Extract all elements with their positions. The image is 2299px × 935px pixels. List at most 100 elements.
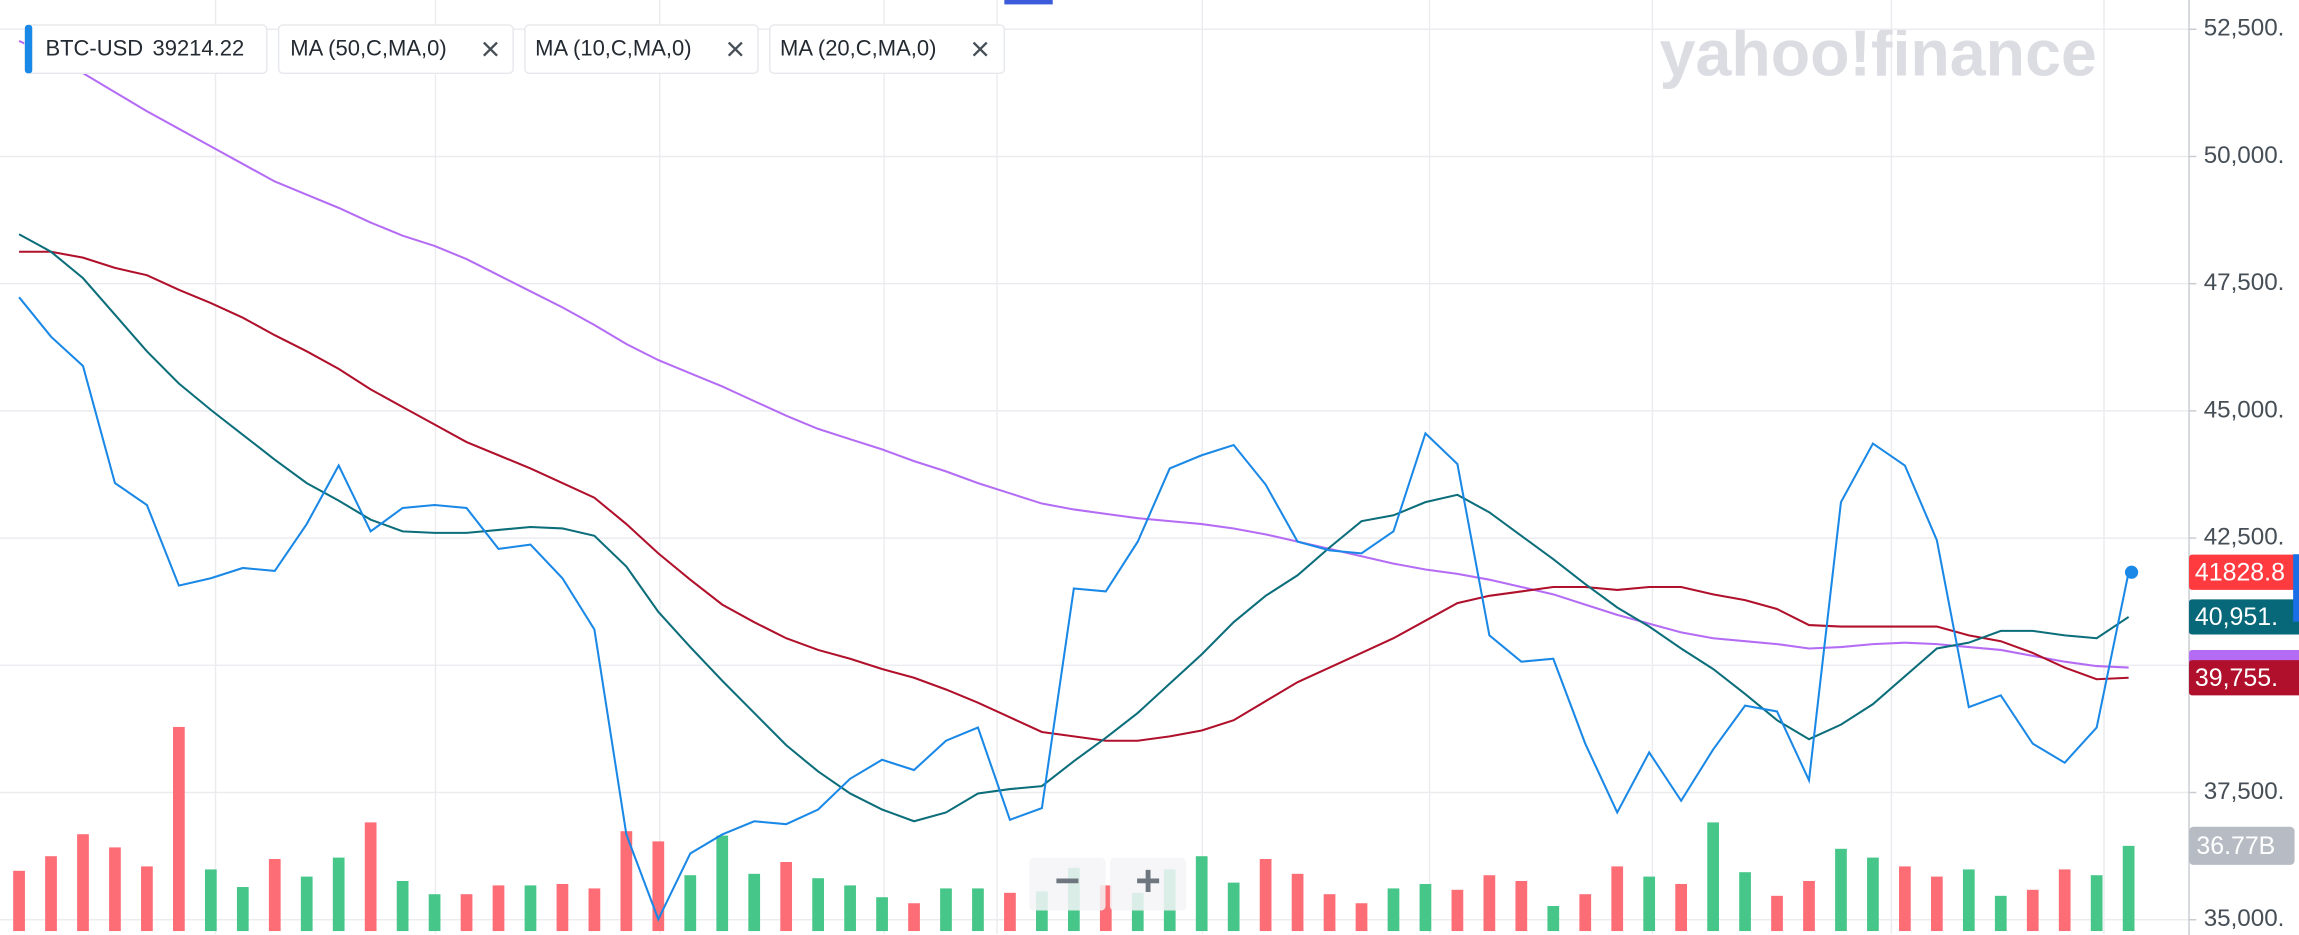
volume-bar xyxy=(588,888,601,932)
volume-bar xyxy=(1483,875,1496,932)
volume-bar xyxy=(1036,891,1048,932)
volume-bar xyxy=(652,841,665,932)
volume-bar xyxy=(1739,872,1751,932)
zoom-out-label: − xyxy=(1055,857,1081,906)
volume-bar xyxy=(173,726,185,932)
volume-badge-label: 36.77B xyxy=(2196,832,2275,860)
volume-bar xyxy=(1611,866,1624,932)
zoom-in-label: + xyxy=(1135,857,1161,906)
price-badge-label: 41828.8 xyxy=(2195,558,2285,586)
legend-chip[interactable]: BTC-USD 39214.22 xyxy=(24,24,268,75)
y-tick-label: 47,500. xyxy=(2204,269,2285,296)
legend-label: MA (10,C,MA,0) xyxy=(535,36,691,61)
series-line xyxy=(18,233,2130,823)
volume-bar xyxy=(1675,884,1688,932)
volume-bar xyxy=(364,822,377,932)
volume-bar xyxy=(1419,884,1432,932)
zoom-out-button[interactable] xyxy=(1029,857,1106,911)
volume-bar xyxy=(1643,876,1656,932)
range-marker xyxy=(1004,0,1053,5)
volume-bar xyxy=(460,894,473,932)
vertical-grid xyxy=(214,0,2105,934)
volume-bar xyxy=(1004,892,1016,932)
volume-bar xyxy=(1099,885,1112,932)
volume-bar xyxy=(716,835,729,932)
chip-box xyxy=(524,24,759,75)
y-tick-label: 35,000. xyxy=(2204,905,2285,932)
chip-accent xyxy=(24,24,33,74)
volume-bar xyxy=(1259,858,1272,932)
volume-bar xyxy=(1835,848,1847,932)
volume-bar xyxy=(684,875,697,932)
volume-bar xyxy=(1515,881,1528,932)
volume-bar xyxy=(109,847,121,932)
remove-button[interactable] xyxy=(727,41,743,57)
legend: BTC-USD 39214.22 MA (50,C,MA,0) MA (10,C… xyxy=(24,24,1006,75)
volume-bar xyxy=(204,869,217,932)
legend-chip: MA (50,C,MA,0) xyxy=(277,24,514,75)
volume-bar xyxy=(1131,892,1144,932)
volume-bar xyxy=(748,873,761,932)
volume-bar xyxy=(1387,888,1400,932)
y-tick-label: 50,000. xyxy=(2204,142,2285,169)
remove-button[interactable] xyxy=(483,41,498,57)
legend-label: MA (50,C,MA,0) xyxy=(290,36,446,61)
volume-bar xyxy=(2122,845,2135,932)
volume-bar xyxy=(1867,857,1879,932)
price-badge xyxy=(2189,660,2299,696)
volume-bar xyxy=(141,866,153,932)
volume-bar xyxy=(972,888,984,932)
volume-bar xyxy=(1291,873,1304,932)
y-tick-label: 45,000. xyxy=(2204,396,2285,423)
volume-bar xyxy=(1930,876,1943,932)
volume-bar xyxy=(236,887,249,932)
series-line xyxy=(18,296,2130,922)
volume-bar xyxy=(300,876,313,932)
legend-chip: MA (10,C,MA,0) xyxy=(524,24,759,75)
y-tick-label: 37,500. xyxy=(2204,778,2285,805)
volume-bar xyxy=(940,888,952,932)
price-badge xyxy=(2189,554,2299,590)
volume-bar xyxy=(524,885,537,932)
volume-bar xyxy=(1803,881,1815,932)
zoom-controls: − + xyxy=(1029,857,1187,911)
volume-bar xyxy=(812,878,825,932)
badges: 41828.8 40,951. 39,755. 36.77B xyxy=(2189,554,2299,865)
edge-marker xyxy=(2293,554,2299,622)
volume-bar xyxy=(556,884,569,932)
volume-bar xyxy=(1994,895,2007,932)
legend-chip: MA (20,C,MA,0) xyxy=(769,24,1006,75)
volume-bar xyxy=(45,856,57,932)
volume-bar xyxy=(2058,869,2071,932)
volume-bar xyxy=(492,885,505,932)
zoom-in-button[interactable] xyxy=(1109,857,1187,911)
volume-bar xyxy=(2026,889,2039,932)
chip-box xyxy=(277,24,514,75)
volume-bar xyxy=(1579,894,1592,932)
volume-bar xyxy=(332,857,345,932)
volume-bar xyxy=(13,870,25,932)
lines xyxy=(18,40,2139,922)
volume-bar xyxy=(428,894,441,932)
remove-button[interactable] xyxy=(972,41,988,57)
volume-bar xyxy=(1227,882,1240,932)
volume-bar xyxy=(620,831,633,932)
y-tick-label: 42,500. xyxy=(2204,523,2285,550)
volume-bar xyxy=(780,862,793,932)
y-tick-label: 52,500. xyxy=(2204,15,2285,42)
volume-bar xyxy=(77,834,89,932)
volume-bar xyxy=(1323,894,1336,932)
volume-badge xyxy=(2189,826,2295,865)
volume-bar xyxy=(396,881,409,932)
legend-price: 39214.22 xyxy=(152,36,244,61)
price-badge-label: 39,755. xyxy=(2195,664,2278,692)
last-point xyxy=(2124,565,2139,579)
legend-label: BTC-USD xyxy=(45,36,143,61)
price-badge xyxy=(2189,599,2299,635)
volume-bar xyxy=(1771,895,1783,932)
volume-bar xyxy=(1707,822,1719,932)
volume-bar xyxy=(1962,869,1975,932)
